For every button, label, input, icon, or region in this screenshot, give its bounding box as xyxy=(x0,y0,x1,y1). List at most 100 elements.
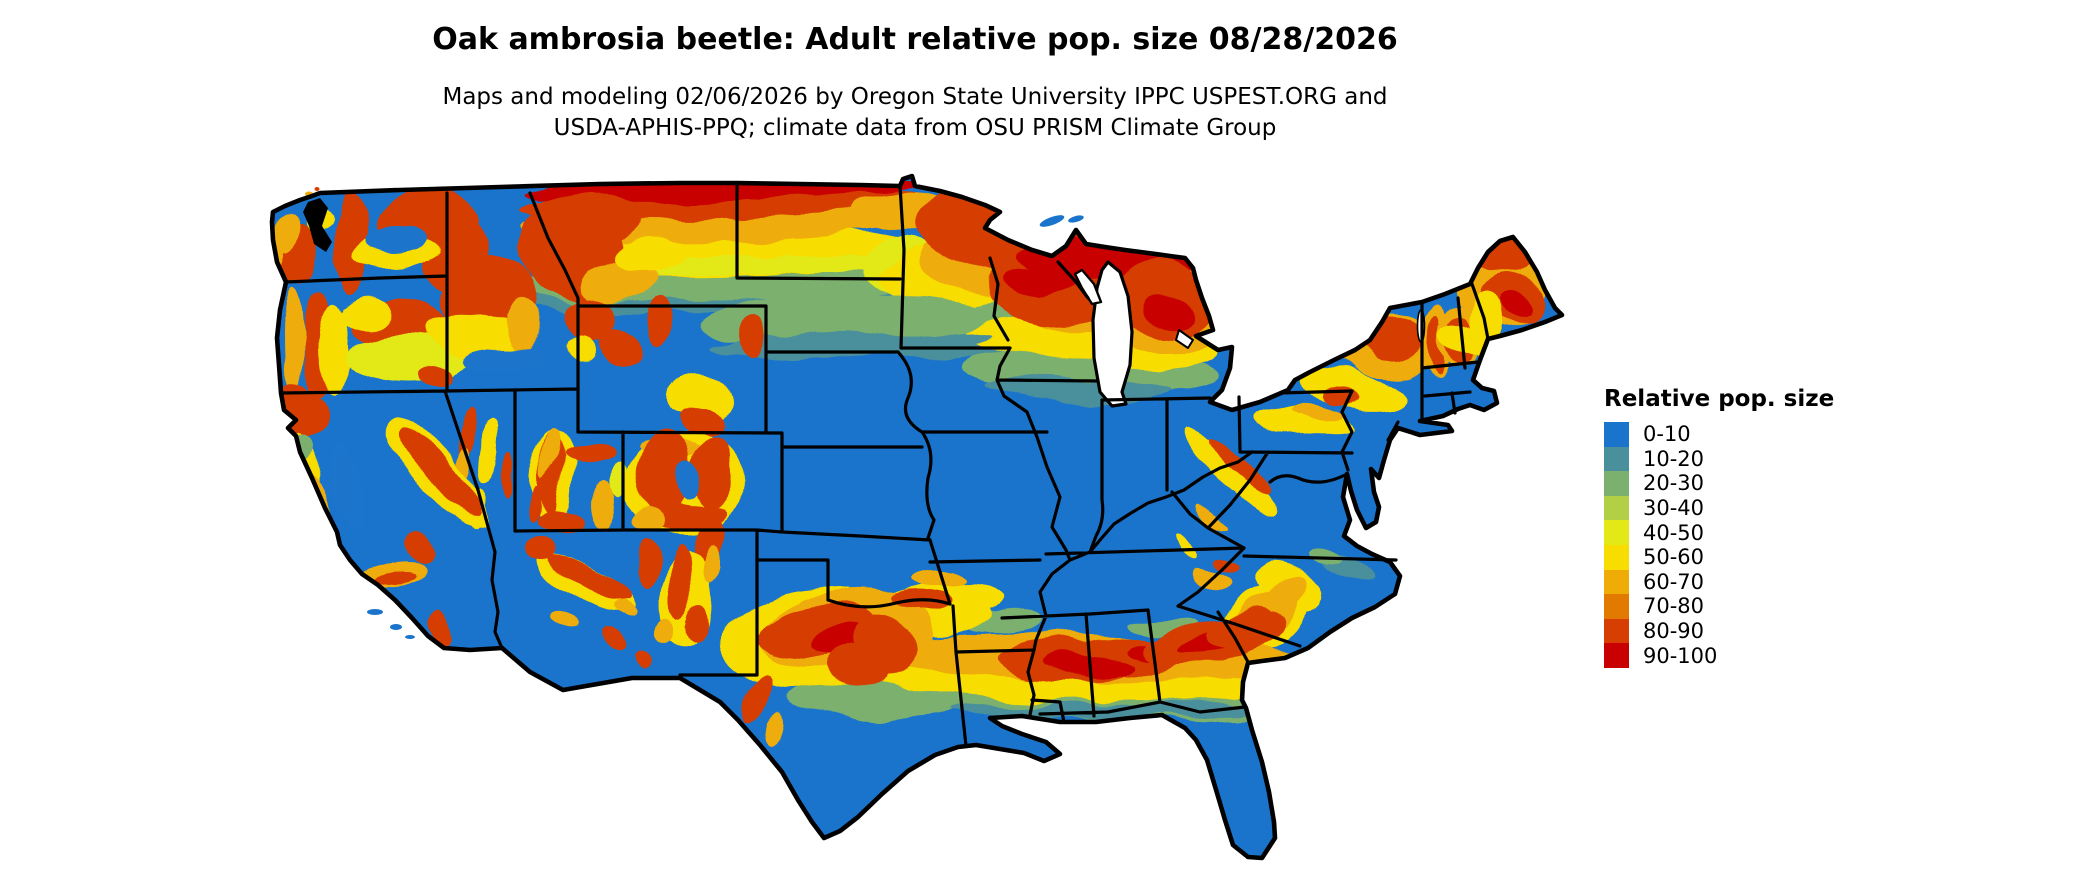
population-blob xyxy=(324,439,366,535)
map-legend: Relative pop. size 0-10 10-20 20-30 30-40 40… xyxy=(1604,386,1834,668)
legend-label: 20-30 xyxy=(1643,471,1705,496)
population-blob xyxy=(343,292,393,328)
legend-label: 30-40 xyxy=(1643,496,1705,521)
population-blob xyxy=(1266,580,1314,616)
population-blob xyxy=(690,600,710,644)
legend-row: 60-70 xyxy=(1604,569,1834,595)
legend-row: 90-100 xyxy=(1604,643,1834,668)
population-blob xyxy=(400,430,484,518)
state-borders xyxy=(279,181,1490,748)
population-blob xyxy=(1258,866,1266,870)
population-blob xyxy=(1188,432,1282,512)
population-blob xyxy=(1429,314,1445,370)
population-blob xyxy=(1251,614,1289,642)
population-blob xyxy=(1002,264,1082,296)
page-subtitle: Maps and modeling 02/06/2026 by Oregon S… xyxy=(220,82,1610,144)
legend-swatch xyxy=(1604,618,1629,644)
population-blob xyxy=(670,378,730,418)
legend-label: 40-50 xyxy=(1643,520,1705,545)
population-blob xyxy=(539,426,557,478)
legend-swatch xyxy=(1604,520,1629,545)
offshore-features xyxy=(305,187,1084,639)
population-blob xyxy=(1227,868,1264,881)
population-blob xyxy=(418,366,458,388)
channel-island-1 xyxy=(367,609,383,615)
population-blob xyxy=(548,612,572,630)
population-blob xyxy=(558,202,638,242)
legend-label: 10-20 xyxy=(1643,446,1705,471)
population-blob xyxy=(1196,502,1228,530)
population-blob xyxy=(463,351,547,373)
population-blob xyxy=(1043,655,1127,677)
population-blob xyxy=(616,239,680,271)
legend-row: 80-90 xyxy=(1604,618,1834,644)
legend-label: 90-100 xyxy=(1643,643,1718,668)
population-blob xyxy=(1215,440,1275,492)
great-lakes xyxy=(1073,260,1426,408)
population-blob xyxy=(365,226,431,254)
legend-row: 20-30 xyxy=(1604,471,1834,496)
legend-row: 10-20 xyxy=(1604,446,1834,472)
population-blob xyxy=(405,535,435,561)
legend-label: 60-70 xyxy=(1643,569,1705,594)
population-blob xyxy=(692,432,732,508)
population-blob xyxy=(370,568,418,586)
legend-row: 50-60 xyxy=(1604,544,1834,570)
population-blob xyxy=(1204,875,1212,879)
legend-swatch xyxy=(1604,569,1629,595)
channel-island-2 xyxy=(390,624,402,630)
subtitle-line-1: Maps and modeling 02/06/2026 by Oregon S… xyxy=(442,84,1388,110)
population-blob xyxy=(527,484,543,522)
us-coast-outline xyxy=(269,173,1565,861)
population-blob xyxy=(639,430,691,514)
legend-swatch xyxy=(1604,544,1629,570)
puget-sound xyxy=(303,198,332,252)
isle-royale xyxy=(1039,215,1065,227)
population-blob xyxy=(336,587,368,605)
population-blob xyxy=(636,540,660,584)
population-blob xyxy=(1282,402,1342,422)
population-blob xyxy=(592,480,618,524)
population-blob xyxy=(738,321,766,359)
population-blob xyxy=(764,712,786,744)
page-title: Oak ambrosia beetle: Adult relative pop.… xyxy=(432,22,1398,57)
legend-swatch xyxy=(1604,643,1629,668)
population-blob xyxy=(920,570,968,586)
legend-swatch xyxy=(1604,594,1629,619)
population-blob xyxy=(650,302,674,350)
population-blob xyxy=(613,595,637,615)
legend-rows: 0-10 10-20 20-30 30-40 40-50 50-60 60-70 70-80 8… xyxy=(1604,422,1834,668)
legend-label: 50-60 xyxy=(1643,545,1705,570)
population-blob xyxy=(560,442,616,462)
legend-row: 70-80 xyxy=(1604,594,1834,619)
population-blob xyxy=(1356,313,1424,357)
population-blob xyxy=(565,333,595,357)
population-blob xyxy=(282,284,302,392)
population-blob xyxy=(548,552,632,596)
legend-row: 40-50 xyxy=(1604,520,1834,545)
legend-swatch xyxy=(1604,471,1629,496)
population-blob xyxy=(1146,298,1194,326)
population-blob xyxy=(432,609,452,647)
channel-island-3 xyxy=(405,635,415,639)
population-blob xyxy=(678,407,718,433)
population-blob xyxy=(633,652,653,670)
population-blob xyxy=(1504,296,1536,316)
legend-swatch xyxy=(1604,446,1629,472)
population-blob xyxy=(317,297,351,393)
population-blob xyxy=(636,509,668,531)
legend-swatch xyxy=(1604,495,1629,521)
legend-label: 80-90 xyxy=(1643,619,1705,644)
population-blob xyxy=(703,544,721,580)
population-blob xyxy=(676,461,700,499)
population-blob xyxy=(741,675,769,725)
population-blob xyxy=(522,537,558,557)
population-blob xyxy=(658,615,678,645)
population-blob xyxy=(1310,549,1350,571)
vancouver-island-dot-2 xyxy=(314,187,320,191)
population-blob xyxy=(598,327,646,365)
superior-island-sliver xyxy=(1068,215,1084,223)
legend-swatch xyxy=(1604,422,1629,447)
